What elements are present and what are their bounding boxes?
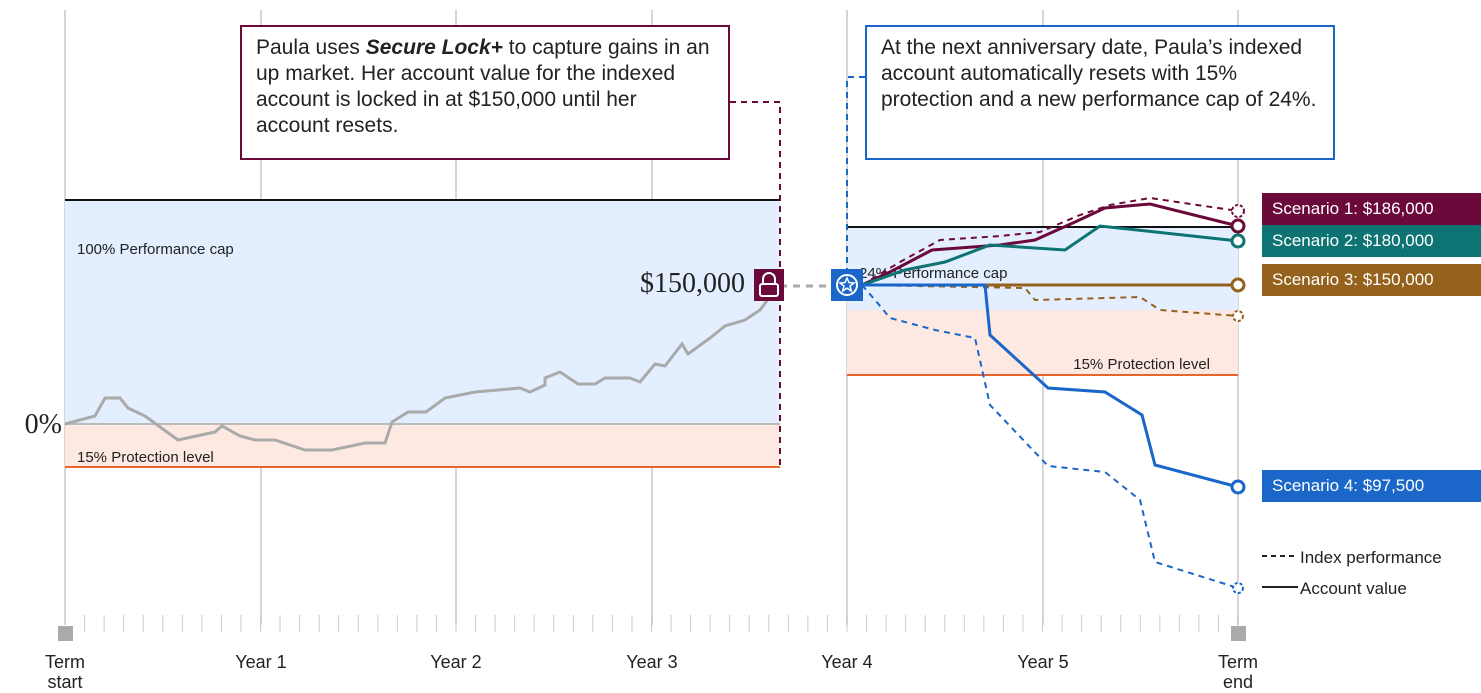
reset-icon — [831, 269, 863, 301]
zero-label: 0% — [25, 409, 62, 440]
legend-label: Index performance — [1300, 548, 1442, 567]
callout-text: Paula uses — [256, 36, 366, 59]
timeline-label: start — [47, 672, 82, 692]
ticks — [84, 615, 1239, 632]
callout-emphasis: Secure Lock+ — [365, 36, 503, 59]
timeline-label: Year 2 — [430, 652, 481, 672]
callout-text: to capture gains in an up market. Her ac… — [256, 36, 710, 137]
scenario-label: Scenario 4: $97,500 — [1262, 470, 1481, 502]
timeline-label: Year 4 — [821, 652, 872, 672]
end-marker — [1231, 626, 1246, 641]
timeline-label: end — [1223, 672, 1253, 692]
callout: At the next anniversary date, Paula’s in… — [865, 25, 1335, 160]
callout-leader — [730, 101, 781, 467]
timeline-labels: Term start Year 1 Year 2 Year 3 Year 4 Y… — [45, 652, 1258, 692]
zone-label: 15% Protection level — [1073, 356, 1210, 373]
scenario-ends — [1230, 204, 1246, 594]
protection-zone — [65, 424, 780, 467]
lock-value: $150,000 — [640, 268, 745, 299]
start-marker — [58, 626, 73, 641]
zone-label: 15% Protection level — [77, 449, 214, 466]
scenario-label: Scenario 2: $180,000 — [1262, 225, 1481, 257]
lock-icon — [754, 269, 784, 301]
scenario-label: Scenario 1: $186,000 — [1262, 193, 1481, 225]
callout-leader — [846, 76, 865, 285]
timeline-label: Term — [1218, 652, 1258, 672]
legend-label: Account value — [1300, 579, 1407, 598]
timeline-label: Year 3 — [626, 652, 677, 672]
scenario-lines — [861, 196, 1239, 589]
zone-label: 100% Performance cap — [77, 241, 234, 258]
timeline-label: Term — [45, 652, 85, 672]
cap-zone — [65, 200, 780, 424]
scenario-label: Scenario 3: $150,000 — [1262, 264, 1481, 296]
timeline-label: Year 1 — [235, 652, 286, 672]
timeline-label: Year 5 — [1017, 652, 1068, 672]
protection-zone — [847, 310, 1238, 375]
callout: Paula uses Secure Lock+ to capture gains… — [240, 25, 730, 160]
index-line — [64, 285, 780, 452]
